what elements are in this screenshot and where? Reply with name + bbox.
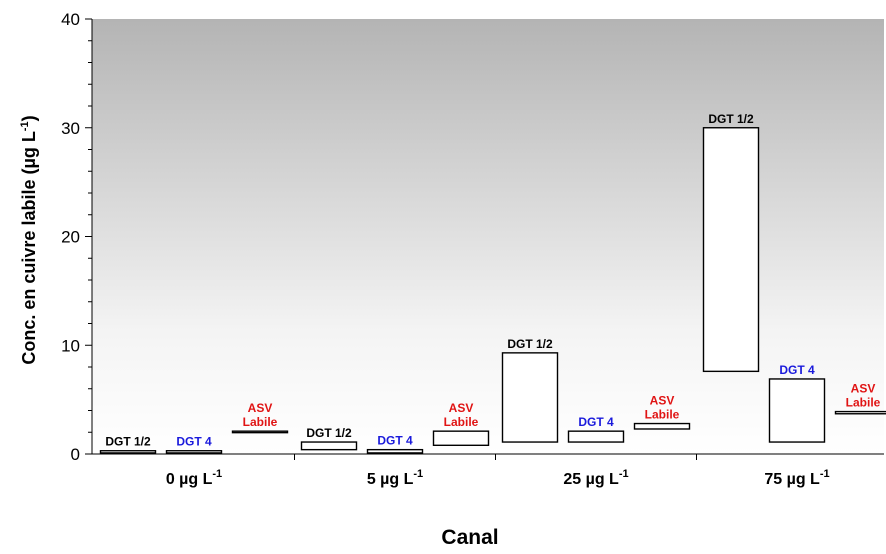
bar: [366, 448, 424, 454]
y-tick-label: 40: [61, 10, 80, 29]
bar-label: ASV: [248, 401, 273, 415]
bar-label: Labile: [444, 415, 479, 429]
bar: [501, 352, 559, 443]
bar: [300, 441, 358, 451]
bar-label: ASV: [449, 401, 474, 415]
y-axis: 0 10 20 30 40: [61, 10, 93, 464]
y-tick-label: 30: [61, 119, 80, 138]
x-tick-label: 25 µg L-1: [563, 468, 628, 488]
bar: [834, 410, 886, 415]
y-tick-label: 20: [61, 228, 80, 247]
bar-label: DGT 1/2: [708, 112, 754, 126]
bar: [567, 430, 625, 443]
bar-label: DGT 1/2: [105, 435, 151, 449]
x-tick-label: 75 µg L-1: [764, 468, 829, 488]
bar-label: ASV: [851, 382, 876, 396]
bar-label: DGT 4: [377, 434, 413, 448]
bar-label: Labile: [243, 415, 278, 429]
bar: [231, 430, 289, 434]
bar-label: Labile: [846, 396, 881, 410]
plot-background: [92, 19, 884, 454]
y-axis-title-main: Conc. en cuivre labile (µg L: [19, 131, 39, 364]
bar: [633, 422, 691, 430]
bar-label: DGT 4: [176, 435, 212, 449]
bar-label: DGT 1/2: [306, 426, 352, 440]
bar-label: DGT 4: [779, 363, 815, 377]
bar: [702, 127, 760, 373]
y-axis-title-sup: -1: [19, 121, 31, 131]
y-tick-label: 10: [61, 336, 80, 355]
bar-label: ASV: [650, 394, 675, 408]
bar-label: Labile: [645, 408, 680, 422]
bar: [165, 450, 223, 454]
bar: [99, 450, 157, 454]
x-axis: 0 µg L-1 5 µg L-1 25 µg L-1 75 µg L-1: [92, 453, 884, 488]
bar: [768, 378, 826, 443]
bar-label: DGT 1/2: [507, 337, 553, 351]
y-tick-label: 0: [71, 445, 80, 464]
x-axis-title: Canal: [441, 526, 498, 549]
bar: [432, 430, 490, 447]
bar-label: DGT 4: [578, 415, 614, 429]
y-axis-title-close: ): [19, 115, 39, 121]
x-tick-label: 5 µg L-1: [367, 468, 423, 488]
x-tick-label: 0 µg L-1: [166, 468, 222, 488]
y-axis-title: Conc. en cuivre labile (µg L-1): [19, 115, 39, 364]
